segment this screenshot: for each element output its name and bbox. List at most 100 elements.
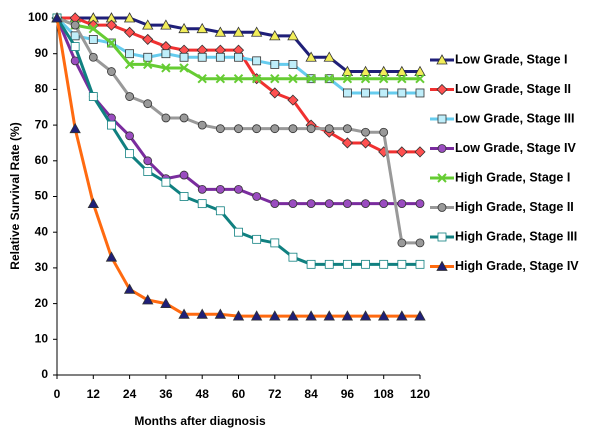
marker [251,73,262,84]
marker [341,65,354,76]
marker [160,297,172,308]
marker [306,124,316,134]
y-tick-label: 70 [35,117,49,131]
x-tick-label: 12 [87,387,101,401]
marker [397,259,407,269]
marker [306,199,316,209]
marker [88,92,98,101]
x-tick-label: 24 [123,387,137,401]
marker [178,22,190,34]
marker [214,308,227,319]
marker [105,19,118,31]
y-tick-label: 50 [35,189,49,203]
marker [106,38,117,48]
marker [378,310,390,321]
marker [397,199,407,209]
marker [51,12,63,23]
marker [288,199,298,209]
marker [342,73,353,84]
marker [179,192,189,201]
marker [306,259,316,269]
x-tick-label: 96 [341,387,355,401]
legend-label: Low Grade, Stage II [455,82,571,96]
marker [215,52,225,62]
x-tick-label: 120 [410,387,430,401]
marker [324,124,334,134]
marker [288,124,298,134]
legend-label: Low Grade, Stage I [455,52,568,66]
y-tick-label: 40 [35,224,49,238]
marker [415,73,425,84]
x-tick-label: 84 [304,387,318,401]
legend-label: High Grade, Stage IV [455,259,579,273]
marker [179,170,189,180]
legend-marker [436,54,448,65]
marker [252,124,262,134]
marker [123,12,136,23]
marker [379,199,389,209]
x-tick-label: 48 [196,387,210,401]
marker [361,259,370,269]
marker [270,124,280,134]
marker [396,65,408,76]
marker [361,88,370,98]
marker [160,19,172,30]
marker [397,88,407,98]
marker [269,310,281,321]
legend-marker [437,203,447,212]
marker [270,238,280,248]
legend-label: High Grade, Stage III [455,229,577,243]
marker [414,65,426,76]
marker [161,113,171,123]
marker [252,56,262,66]
legend-label: High Grade, Stage II [455,200,574,214]
legend-label: Low Grade, Stage III [455,111,574,125]
marker [269,87,281,99]
marker [197,120,207,130]
y-tick-label: 10 [35,331,49,345]
marker [341,310,354,321]
marker [233,73,244,84]
marker [342,88,352,98]
marker [196,22,208,34]
marker [361,127,370,137]
x-tick-label: 36 [159,387,173,401]
marker [415,88,425,98]
marker [214,26,227,37]
marker [234,184,243,194]
marker [234,227,243,237]
marker [359,310,372,321]
marker [107,120,116,130]
marker [234,52,243,62]
marker [414,146,426,158]
marker [323,310,335,321]
y-tick-label: 100 [28,10,48,24]
marker [288,73,298,84]
marker [232,26,245,37]
legend-marker [437,173,447,183]
legend-marker [437,114,447,124]
marker [125,92,135,101]
marker [379,88,389,98]
legend-marker [437,232,447,242]
marker [397,73,407,84]
marker [215,184,225,194]
marker [396,146,408,158]
marker [397,238,407,248]
marker [269,30,281,41]
marker [107,67,116,76]
marker [143,167,153,176]
x-tick-label: 72 [268,387,282,401]
marker [197,52,207,62]
marker [87,197,99,209]
marker [359,65,372,76]
y-tick-label: 90 [35,46,49,60]
legend: Low Grade, Stage I Low Grade, Stage II Low… [430,52,579,273]
marker [70,20,80,30]
marker [270,199,280,209]
marker [287,30,299,41]
marker [143,156,153,166]
legend-marker [436,83,448,96]
marker [415,199,425,209]
marker [324,259,334,269]
